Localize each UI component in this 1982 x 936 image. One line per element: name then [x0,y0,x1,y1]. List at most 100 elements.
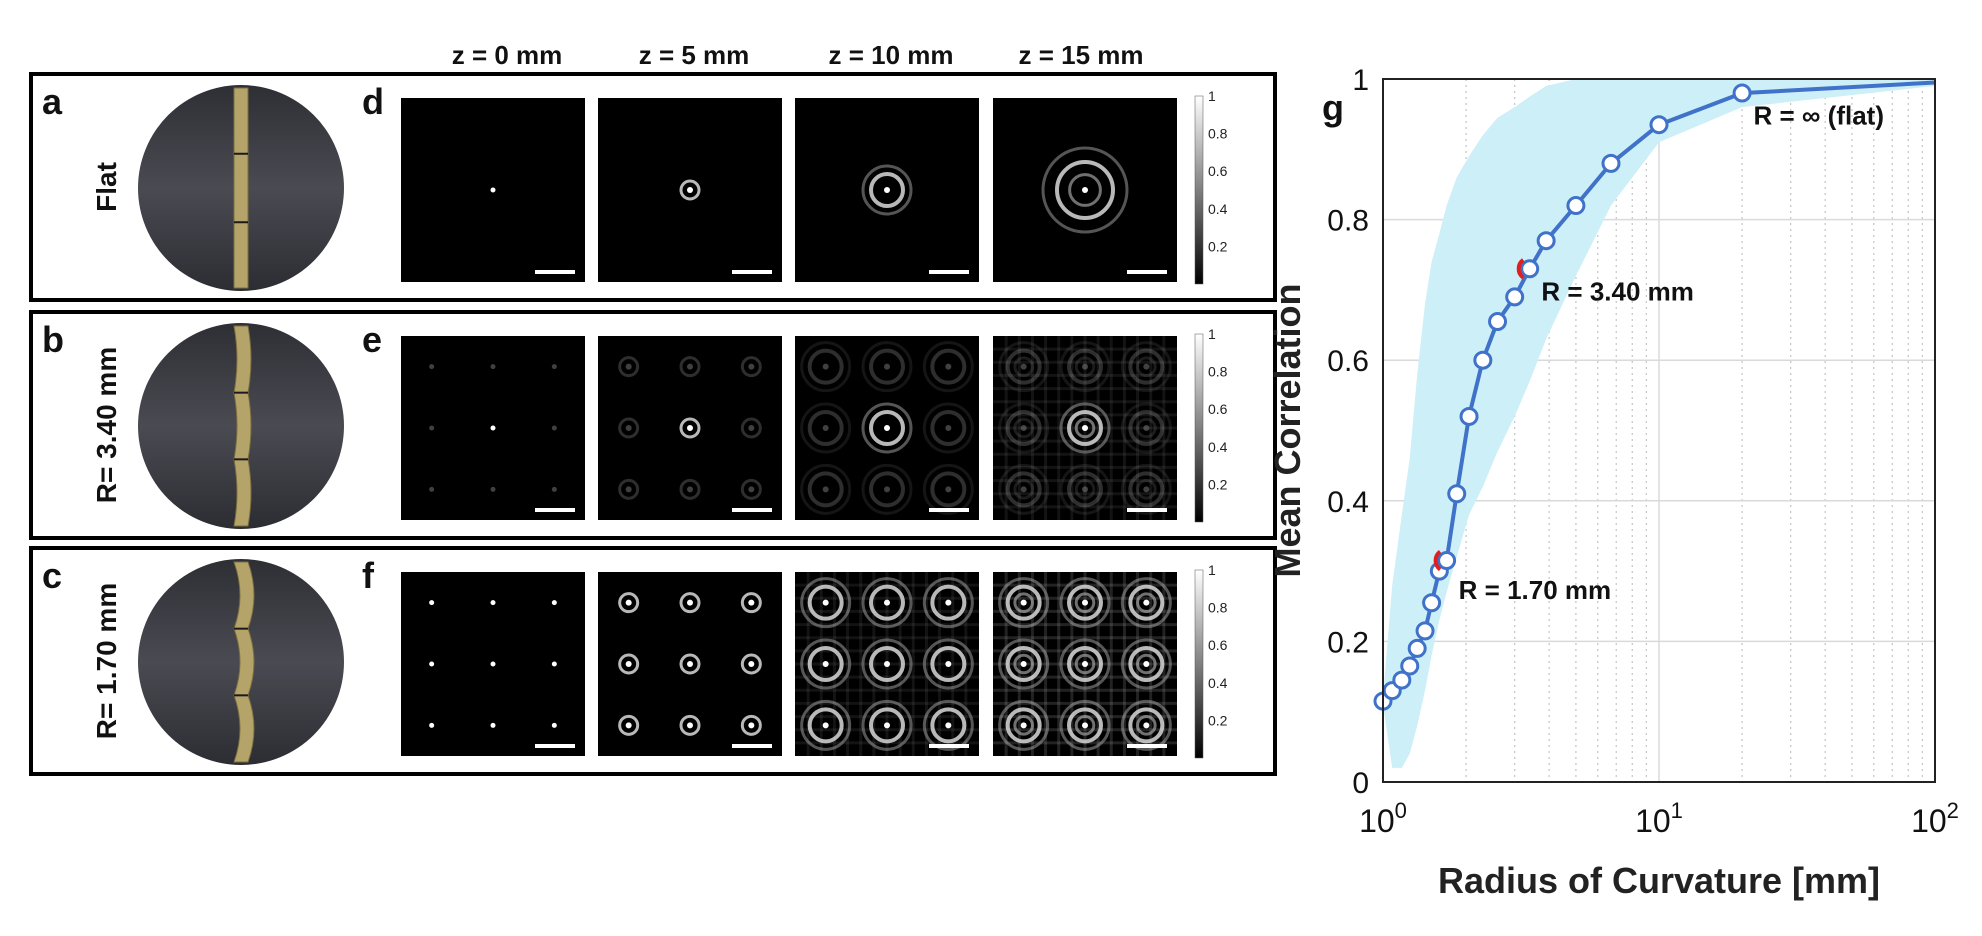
colorbar [1194,95,1204,285]
panel-letter-c: c [42,555,62,596]
psf-tile [993,98,1177,282]
data-point [1459,406,1479,426]
psf-ring [1128,707,1165,744]
psf-ring [861,638,913,690]
psf-spot [687,425,693,431]
psf-ring [1067,410,1103,446]
row-c: c R= 1.70 mm f 1 0.8 0.6 0.4 0.2 [29,546,1277,776]
psf-ring [998,577,1050,629]
psf-spot [1143,363,1150,370]
psf-ring [1067,348,1103,385]
psf-spot [429,661,435,667]
psf-ring [1055,160,1115,220]
psf-ring [998,463,1050,515]
colorbar-tick: 0.8 [1208,126,1228,142]
psf-ring [1136,653,1157,675]
psf-ring [1074,479,1096,500]
scale-bar [732,744,772,748]
psf-ring [1136,356,1157,377]
psf-ring [1067,584,1103,621]
bead-strip [233,325,252,527]
psf-ring [1136,479,1157,500]
psf-spot [1143,661,1150,667]
psf-ring [1013,479,1034,500]
psf-spot [551,364,557,370]
psf-ring [869,707,905,744]
scale-bar [929,744,969,748]
psf-ring [1059,463,1111,515]
y-tick-label: 0.8 [1327,205,1369,238]
psf-spot [1082,363,1088,370]
psf-ring [1128,646,1165,682]
y-tick-label: 1 [1352,64,1369,97]
psf-ring [618,478,640,500]
scale-bar [1127,270,1167,274]
psf-spot [625,486,632,493]
psf-spot [748,722,755,729]
psf-spot [625,363,632,370]
colorbar-tick: 0.4 [1208,201,1228,217]
psf-spot [687,661,693,667]
psf-ring [679,592,701,614]
psf-spot [1020,722,1027,729]
psf-ring [869,410,905,446]
psf-spot [945,486,952,493]
psf-spot [1020,363,1027,370]
psf-spot [551,486,557,492]
data-point [1392,670,1412,690]
psf-ring [1059,638,1111,690]
axes-box [1382,78,1936,783]
colorbar [1194,569,1204,759]
correlation-chart: g 0 0.2 0.4 0.6 0.8 1 100 101 102 Mean Correlat… [1267,64,1959,901]
psf-ring [618,714,640,736]
highlight-marker [1516,258,1525,280]
psf-spot [1143,425,1150,431]
psf-ring [1128,471,1165,508]
psf-ring [1013,653,1034,675]
psf-ring [1005,348,1042,385]
colorbar-tick: 1 [1208,326,1216,342]
psf-spot [625,722,632,729]
psf-ring [618,417,640,439]
psf-ring [998,638,1050,690]
psf-spot [1143,486,1150,493]
psf-spot [490,486,496,492]
psf-spot [884,599,890,606]
psf-ring [800,341,852,393]
data-point [1437,551,1457,571]
row-b: b R= 3.40 mm e 1 0.8 0.6 0.4 0.2 [29,310,1277,540]
data-points [1373,83,1752,711]
y-tick-labels: 0 0.2 0.4 0.6 0.8 1 [1327,64,1369,800]
psf-ring [1041,146,1129,234]
psf-spot [490,661,496,667]
data-point [1649,115,1669,135]
data-point [1566,196,1586,216]
psf-ring [740,592,762,614]
column-title: z = 0 mm [452,40,563,70]
psf-ring [1067,471,1103,508]
scale-bar [535,744,575,748]
psf-spot [490,600,496,606]
psf-ring [861,164,913,216]
psf-ring [922,463,974,515]
psf-ring [679,714,701,736]
psf-ring [1059,341,1111,393]
annotation: R = ∞ (flat) [1754,101,1884,131]
data-point [1536,231,1556,251]
data-point [1488,312,1508,332]
psf-ring [869,471,905,508]
psf-spot [551,661,557,667]
data-point [1422,593,1442,613]
psf-spot [1020,425,1027,431]
panel-letter-b: b [42,319,64,360]
annotation: R = 3.40 mm [1541,276,1693,306]
psf-ring [1074,715,1096,736]
psf-ring [618,356,640,378]
psf-ring [1005,707,1042,744]
psf-spot [687,363,693,370]
psf-spot [1082,661,1088,667]
psf-ring [740,356,762,378]
annotations: R = ∞ (flat) R = 3.40 mm R = 1.70 mm [1459,101,1884,606]
psf-ring [800,463,852,515]
scale-bar [535,508,575,512]
